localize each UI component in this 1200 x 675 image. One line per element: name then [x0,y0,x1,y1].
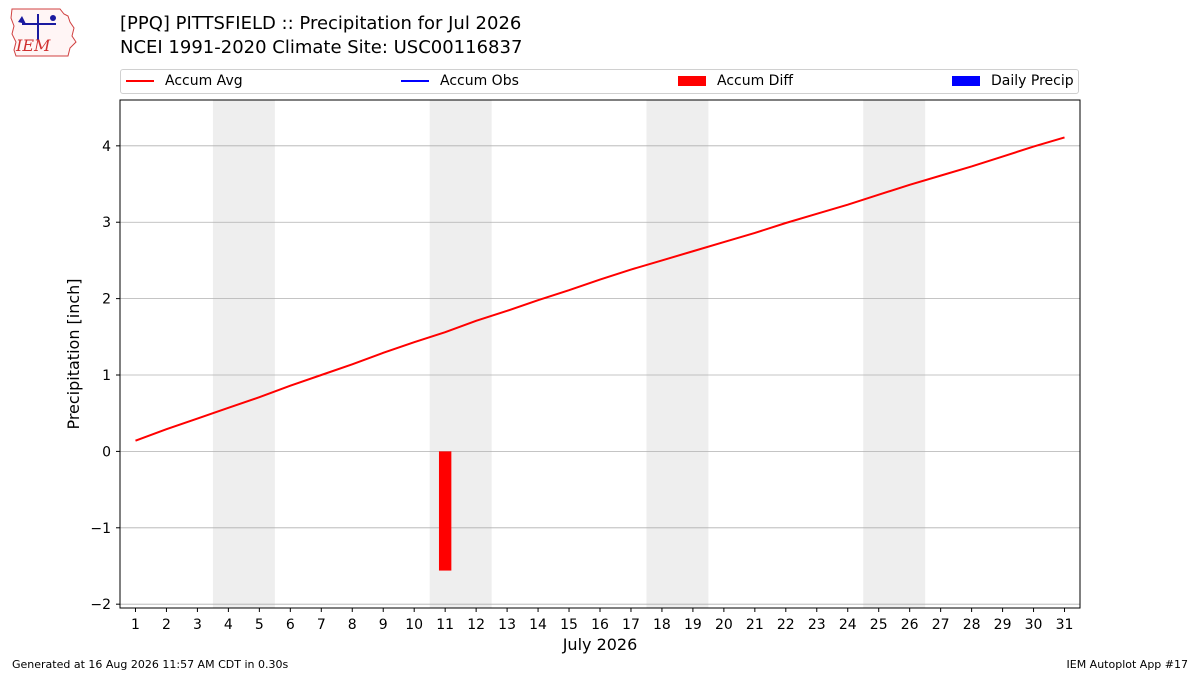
legend-line-accum-obs [401,80,429,82]
legend-label: Accum Obs [440,73,519,89]
legend-label: Daily Precip [991,73,1074,89]
x-tick-label: 3 [193,617,202,633]
weekend-band [646,100,709,608]
x-tick-label: 14 [529,617,547,633]
x-tick-label: 19 [684,617,702,633]
x-tick-label: 28 [963,617,981,633]
x-tick-label: 8 [348,617,357,633]
footer-generated-text: Generated at 16 Aug 2026 11:57 AM CDT in… [12,658,289,671]
legend-patch-daily-precip [952,76,980,86]
y-tick-label: 1 [102,368,111,384]
x-tick-label: 11 [436,617,454,633]
x-tick-label: 5 [255,617,264,633]
y-tick-label: 0 [102,444,111,460]
x-tick-label: 26 [901,617,919,633]
x-tick-label: 2 [162,617,171,633]
x-tick-label: 4 [224,617,233,633]
x-tick-label: 25 [870,617,888,633]
y-axis-label: Precipitation [inch] [64,278,83,429]
legend: Accum Avg Accum Obs Accum Diff Daily Pre… [120,69,1079,94]
legend-item-daily-precip: Daily Precip [952,73,1074,89]
chart-title: [PPQ] PITTSFIELD :: Precipitation for Ju… [120,13,522,34]
legend-label: Accum Diff [717,73,794,89]
legend-item-accum-diff: Accum Diff [678,73,793,89]
x-tick-label: 13 [498,617,516,633]
x-tick-label: 22 [777,617,795,633]
x-tick-label: 7 [317,617,326,633]
x-tick-label: 30 [1025,617,1043,633]
y-tick-label: 2 [102,292,111,308]
x-tick-label: 21 [746,617,764,633]
svg-text:IEM: IEM [15,36,51,55]
x-tick-label: 15 [560,617,578,633]
legend-item-accum-obs: Accum Obs [401,73,519,89]
x-tick-label: 27 [932,617,950,633]
y-tick-label: 4 [102,139,111,155]
y-tick-label: −2 [90,597,111,613]
x-tick-label: 29 [994,617,1012,633]
iem-logo: IEM [10,8,77,57]
chart-subtitle: NCEI 1991-2020 Climate Site: USC00116837 [120,37,523,58]
x-tick-label: 18 [653,617,671,633]
y-tick-label: −1 [90,521,111,537]
x-tick-label: 31 [1056,617,1074,633]
x-tick-label: 1 [131,617,140,633]
weekend-band [863,100,926,608]
legend-item-accum-avg: Accum Avg [126,73,243,89]
weekend-band [212,100,275,608]
legend-label: Accum Avg [165,73,243,89]
footer-app-label: IEM Autoplot App #17 [1066,658,1189,671]
x-tick-label: 17 [622,617,640,633]
x-tick-label: 20 [715,617,733,633]
x-axis-label: July 2026 [562,635,638,654]
x-tick-label: 9 [379,617,388,633]
accum-diff-bar [438,451,452,571]
legend-patch-accum-diff [678,76,706,86]
x-tick-label: 10 [405,617,423,633]
y-tick-label: 3 [102,215,111,231]
x-tick-label: 16 [591,617,609,633]
x-tick-label: 23 [808,617,826,633]
legend-line-accum-avg [126,80,154,82]
x-tick-label: 24 [839,617,857,633]
x-tick-label: 6 [286,617,295,633]
x-tick-label: 12 [467,617,485,633]
